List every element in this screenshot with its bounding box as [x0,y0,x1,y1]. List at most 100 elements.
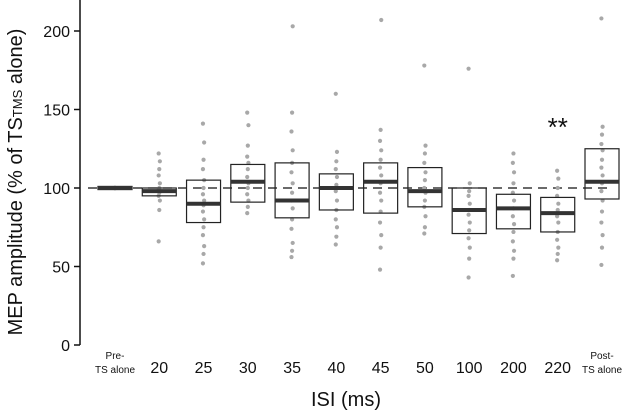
data-point [377,220,383,225]
data-point [245,204,250,209]
x-tick-label: 40 [327,360,345,377]
box [407,166,443,208]
data-point [422,63,427,68]
data-point [289,190,295,195]
data-point [511,222,517,227]
data-point [289,129,294,134]
x-tick-labels: Pre- TS alone 20 25 30 35 40 45 50 100 200 220 Post-… [95,351,622,377]
data-point [599,132,605,137]
data-point [599,245,605,250]
data-point [467,201,472,206]
x-tick-label: Post- [590,351,613,362]
data-point [289,254,294,260]
data-point [511,151,516,156]
data-point [600,173,605,178]
y-axis-title-main: MEP amplitude (% of TS [5,117,27,335]
x-tick-label: TS alone [95,365,135,376]
data-point [202,243,207,249]
data-point [334,159,339,164]
y-tick-label: 200 [43,24,70,41]
data-point [510,239,515,244]
data-point [200,167,206,172]
box [185,179,222,224]
data-point [467,220,472,225]
data-point [200,233,206,238]
data-point [599,165,604,170]
data-point [466,193,471,198]
x-axis-title: ISI (ms) [311,389,381,411]
data-point [556,176,561,181]
y-axis: 0 50 100 150 200 [43,0,81,355]
data-point [289,226,294,231]
data-point [599,141,604,147]
data-point [334,174,340,180]
data-point [423,143,428,148]
data-point [333,91,338,96]
y-tick-label: 100 [43,181,70,198]
data-point [200,192,206,197]
data-point [556,201,561,206]
data-point [333,189,338,194]
data-point [467,256,472,261]
data-point [202,198,207,203]
data-point [599,157,605,162]
data-point [600,124,605,129]
data-point [467,189,472,194]
data-point [245,185,250,191]
data-point [466,236,471,241]
data-point [156,239,161,244]
data-point [555,214,560,219]
data-point [333,167,338,172]
data-point [157,207,162,213]
data-point [422,198,428,203]
box [584,148,620,200]
data-point [202,140,207,145]
box [363,162,399,214]
data-point [511,229,516,235]
data-point [423,214,428,219]
data-point [510,214,515,219]
data-point [245,154,250,159]
data-point [377,190,383,195]
data-point [290,181,295,186]
data-point [556,245,561,250]
data-point [201,251,206,257]
data-point [157,181,162,186]
data-point [202,217,207,222]
data-point [157,198,162,203]
data-point [510,273,515,279]
data-point [423,170,428,175]
x-tick-label: 20 [150,360,168,377]
data-point [334,149,340,154]
data-point [290,24,295,29]
data-point [555,185,560,191]
x-tick-label: 200 [500,360,527,377]
data-point [466,66,471,71]
data-point [511,181,516,186]
data-point [333,242,338,247]
data-point [200,121,206,126]
data-point [422,151,428,156]
data-point [245,174,250,180]
data-point [422,231,427,236]
data-point [334,234,339,239]
data-point [156,151,161,156]
data-point [555,168,560,173]
box [318,173,354,211]
data-point [157,159,162,164]
x-tick-label: 100 [456,360,483,377]
data-point [599,262,604,268]
data-point [377,138,383,143]
data-point [555,207,560,213]
y-axis-title-subscript: TMS [10,89,25,117]
box [274,162,310,219]
data-point [201,157,206,162]
data-point [246,123,251,128]
data-point [511,248,517,253]
x-tick-label: Pre- [106,351,125,362]
data-point [378,245,383,250]
data-point [289,248,295,253]
data-point [200,261,206,266]
data-point [379,148,384,153]
data-point [511,256,516,261]
